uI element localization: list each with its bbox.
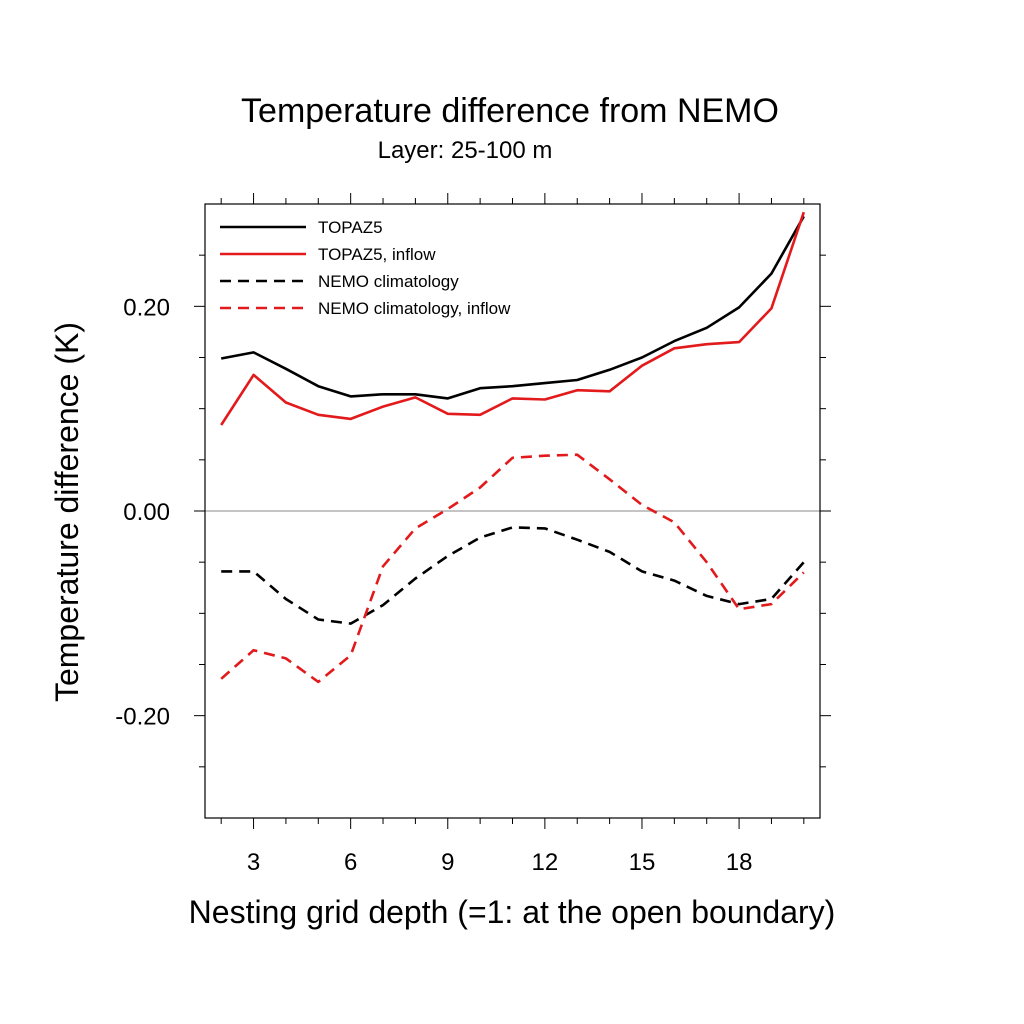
chart-subtitle: Layer: 25-100 m — [378, 137, 553, 164]
plot-frame — [204, 203, 821, 819]
series-line-3 — [221, 526, 805, 625]
y-tick-label: 0.00 — [123, 499, 170, 526]
x-tick-label: 9 — [441, 849, 454, 876]
x-axis-label: Nesting grid depth (=1: at the open boun… — [189, 894, 836, 930]
series-line-2 — [220, 211, 806, 426]
chart-title: Temperature difference from NEMO — [241, 92, 779, 130]
y-tick-label: 0.20 — [123, 294, 170, 321]
y-axis-label: Temperature difference (K) — [49, 322, 85, 702]
y-tick-label: -0.20 — [115, 704, 170, 731]
x-tick-label: 18 — [726, 849, 753, 876]
x-tick-label: 6 — [344, 849, 357, 876]
legend-label: NEMO climatology — [318, 272, 459, 291]
legend-label: NEMO climatology, inflow — [318, 299, 511, 318]
series-line-4 — [220, 453, 805, 684]
legend-label: TOPAZ5 — [318, 218, 383, 237]
legend-label: TOPAZ5, inflow — [318, 245, 436, 264]
x-tick-label: 12 — [532, 849, 559, 876]
x-tick-label: 15 — [629, 849, 656, 876]
series-line-1 — [220, 215, 805, 400]
x-tick-label: 3 — [247, 849, 260, 876]
